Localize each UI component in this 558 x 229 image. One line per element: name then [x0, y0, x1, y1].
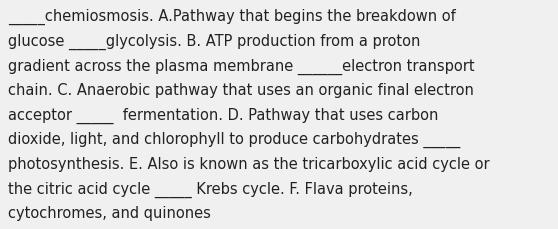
- Text: acceptor _____  fermentation. D. Pathway that uses carbon: acceptor _____ fermentation. D. Pathway …: [8, 107, 439, 123]
- Text: gradient across the plasma membrane ______electron transport: gradient across the plasma membrane ____…: [8, 58, 475, 74]
- Text: cytochromes, and quinones: cytochromes, and quinones: [8, 205, 211, 220]
- Text: chain. C. Anaerobic pathway that uses an organic final electron: chain. C. Anaerobic pathway that uses an…: [8, 83, 474, 98]
- Text: _____chemiosmosis. A.Pathway that begins the breakdown of: _____chemiosmosis. A.Pathway that begins…: [8, 9, 456, 25]
- Text: photosynthesis. E. Also is known as the tricarboxylic acid cycle or: photosynthesis. E. Also is known as the …: [8, 156, 490, 171]
- Text: the citric acid cycle _____ Krebs cycle. F. Flava proteins,: the citric acid cycle _____ Krebs cycle.…: [8, 181, 413, 197]
- Text: dioxide, light, and chlorophyll to produce carbohydrates _____: dioxide, light, and chlorophyll to produ…: [8, 132, 460, 148]
- Text: glucose _____glycolysis. B. ATP production from a proton: glucose _____glycolysis. B. ATP producti…: [8, 34, 421, 50]
